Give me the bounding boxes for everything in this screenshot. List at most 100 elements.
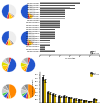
Wedge shape	[8, 38, 11, 45]
Wedge shape	[2, 4, 9, 18]
Bar	[65, 97, 67, 103]
Wedge shape	[28, 38, 34, 43]
Bar	[40, 11, 65, 12]
Bar	[73, 99, 75, 103]
Bar	[40, 35, 55, 36]
Bar	[40, 16, 65, 17]
Bar	[40, 47, 45, 48]
Wedge shape	[22, 91, 28, 96]
Wedge shape	[28, 12, 34, 17]
Bar	[40, 20, 60, 21]
Bar	[90, 101, 92, 103]
Bar	[40, 44, 50, 45]
Wedge shape	[24, 84, 28, 91]
Bar	[40, 14, 65, 15]
Wedge shape	[23, 91, 28, 98]
Legend: Intact, Defective: Intact, Defective	[90, 51, 99, 54]
Bar	[40, 42, 50, 43]
Wedge shape	[26, 58, 35, 72]
Bar	[40, 18, 65, 19]
Wedge shape	[9, 91, 11, 99]
Wedge shape	[7, 58, 16, 72]
Wedge shape	[7, 12, 9, 19]
Wedge shape	[26, 91, 28, 99]
Wedge shape	[2, 85, 9, 91]
Bar	[40, 10, 65, 11]
Wedge shape	[9, 12, 14, 18]
X-axis label: % of sites: % of sites	[65, 58, 75, 59]
Wedge shape	[21, 31, 28, 45]
Bar	[49, 93, 51, 103]
Bar	[40, 24, 60, 25]
Bar	[40, 38, 55, 39]
Wedge shape	[21, 60, 28, 65]
Y-axis label: Fold enrichment: Fold enrichment	[32, 79, 34, 96]
Bar	[40, 3, 80, 4]
Bar	[42, 77, 44, 103]
Bar	[40, 21, 60, 22]
Wedge shape	[9, 12, 12, 19]
Bar	[40, 45, 50, 46]
Wedge shape	[28, 38, 32, 45]
Wedge shape	[2, 31, 9, 44]
Bar	[70, 98, 72, 103]
Bar	[83, 100, 85, 103]
Legend: Intact, Defective: Intact, Defective	[90, 73, 99, 75]
Bar	[95, 99, 97, 103]
Bar	[63, 96, 65, 103]
Bar	[40, 37, 55, 38]
Bar	[40, 33, 55, 34]
Wedge shape	[2, 91, 9, 96]
Wedge shape	[27, 38, 29, 45]
Bar	[40, 26, 60, 27]
Bar	[40, 27, 60, 28]
Wedge shape	[2, 59, 9, 65]
Bar	[40, 34, 55, 35]
Bar	[40, 9, 65, 10]
Bar	[40, 48, 45, 49]
Wedge shape	[9, 31, 16, 43]
Bar	[78, 99, 80, 103]
Bar	[40, 23, 60, 24]
Bar	[47, 92, 49, 103]
Bar	[40, 13, 65, 14]
Bar	[40, 2, 80, 3]
Bar	[52, 94, 54, 103]
Bar	[40, 32, 55, 33]
Wedge shape	[5, 65, 9, 72]
Wedge shape	[9, 12, 15, 17]
Wedge shape	[21, 86, 28, 91]
Wedge shape	[23, 58, 28, 65]
Bar	[58, 96, 59, 103]
Wedge shape	[28, 12, 34, 16]
Wedge shape	[21, 63, 28, 67]
Bar	[60, 97, 62, 103]
Wedge shape	[21, 4, 28, 19]
Bar	[88, 101, 90, 103]
Wedge shape	[28, 38, 33, 44]
Wedge shape	[9, 38, 12, 45]
Wedge shape	[4, 91, 9, 98]
Bar	[40, 46, 45, 47]
Wedge shape	[21, 65, 28, 71]
Wedge shape	[6, 38, 9, 45]
Bar	[40, 12, 65, 13]
Bar	[40, 51, 55, 52]
Wedge shape	[28, 12, 30, 19]
Wedge shape	[2, 62, 9, 66]
Bar	[40, 31, 55, 32]
Wedge shape	[2, 65, 9, 71]
Wedge shape	[28, 12, 33, 18]
Wedge shape	[28, 31, 35, 42]
Bar	[40, 22, 60, 23]
Bar	[54, 95, 56, 103]
Bar	[80, 100, 82, 103]
Bar	[40, 49, 45, 50]
Bar	[68, 97, 70, 103]
Wedge shape	[9, 4, 16, 16]
Wedge shape	[9, 38, 14, 44]
Wedge shape	[24, 65, 28, 72]
Bar	[40, 25, 60, 26]
Wedge shape	[2, 88, 9, 94]
Bar	[75, 99, 77, 103]
